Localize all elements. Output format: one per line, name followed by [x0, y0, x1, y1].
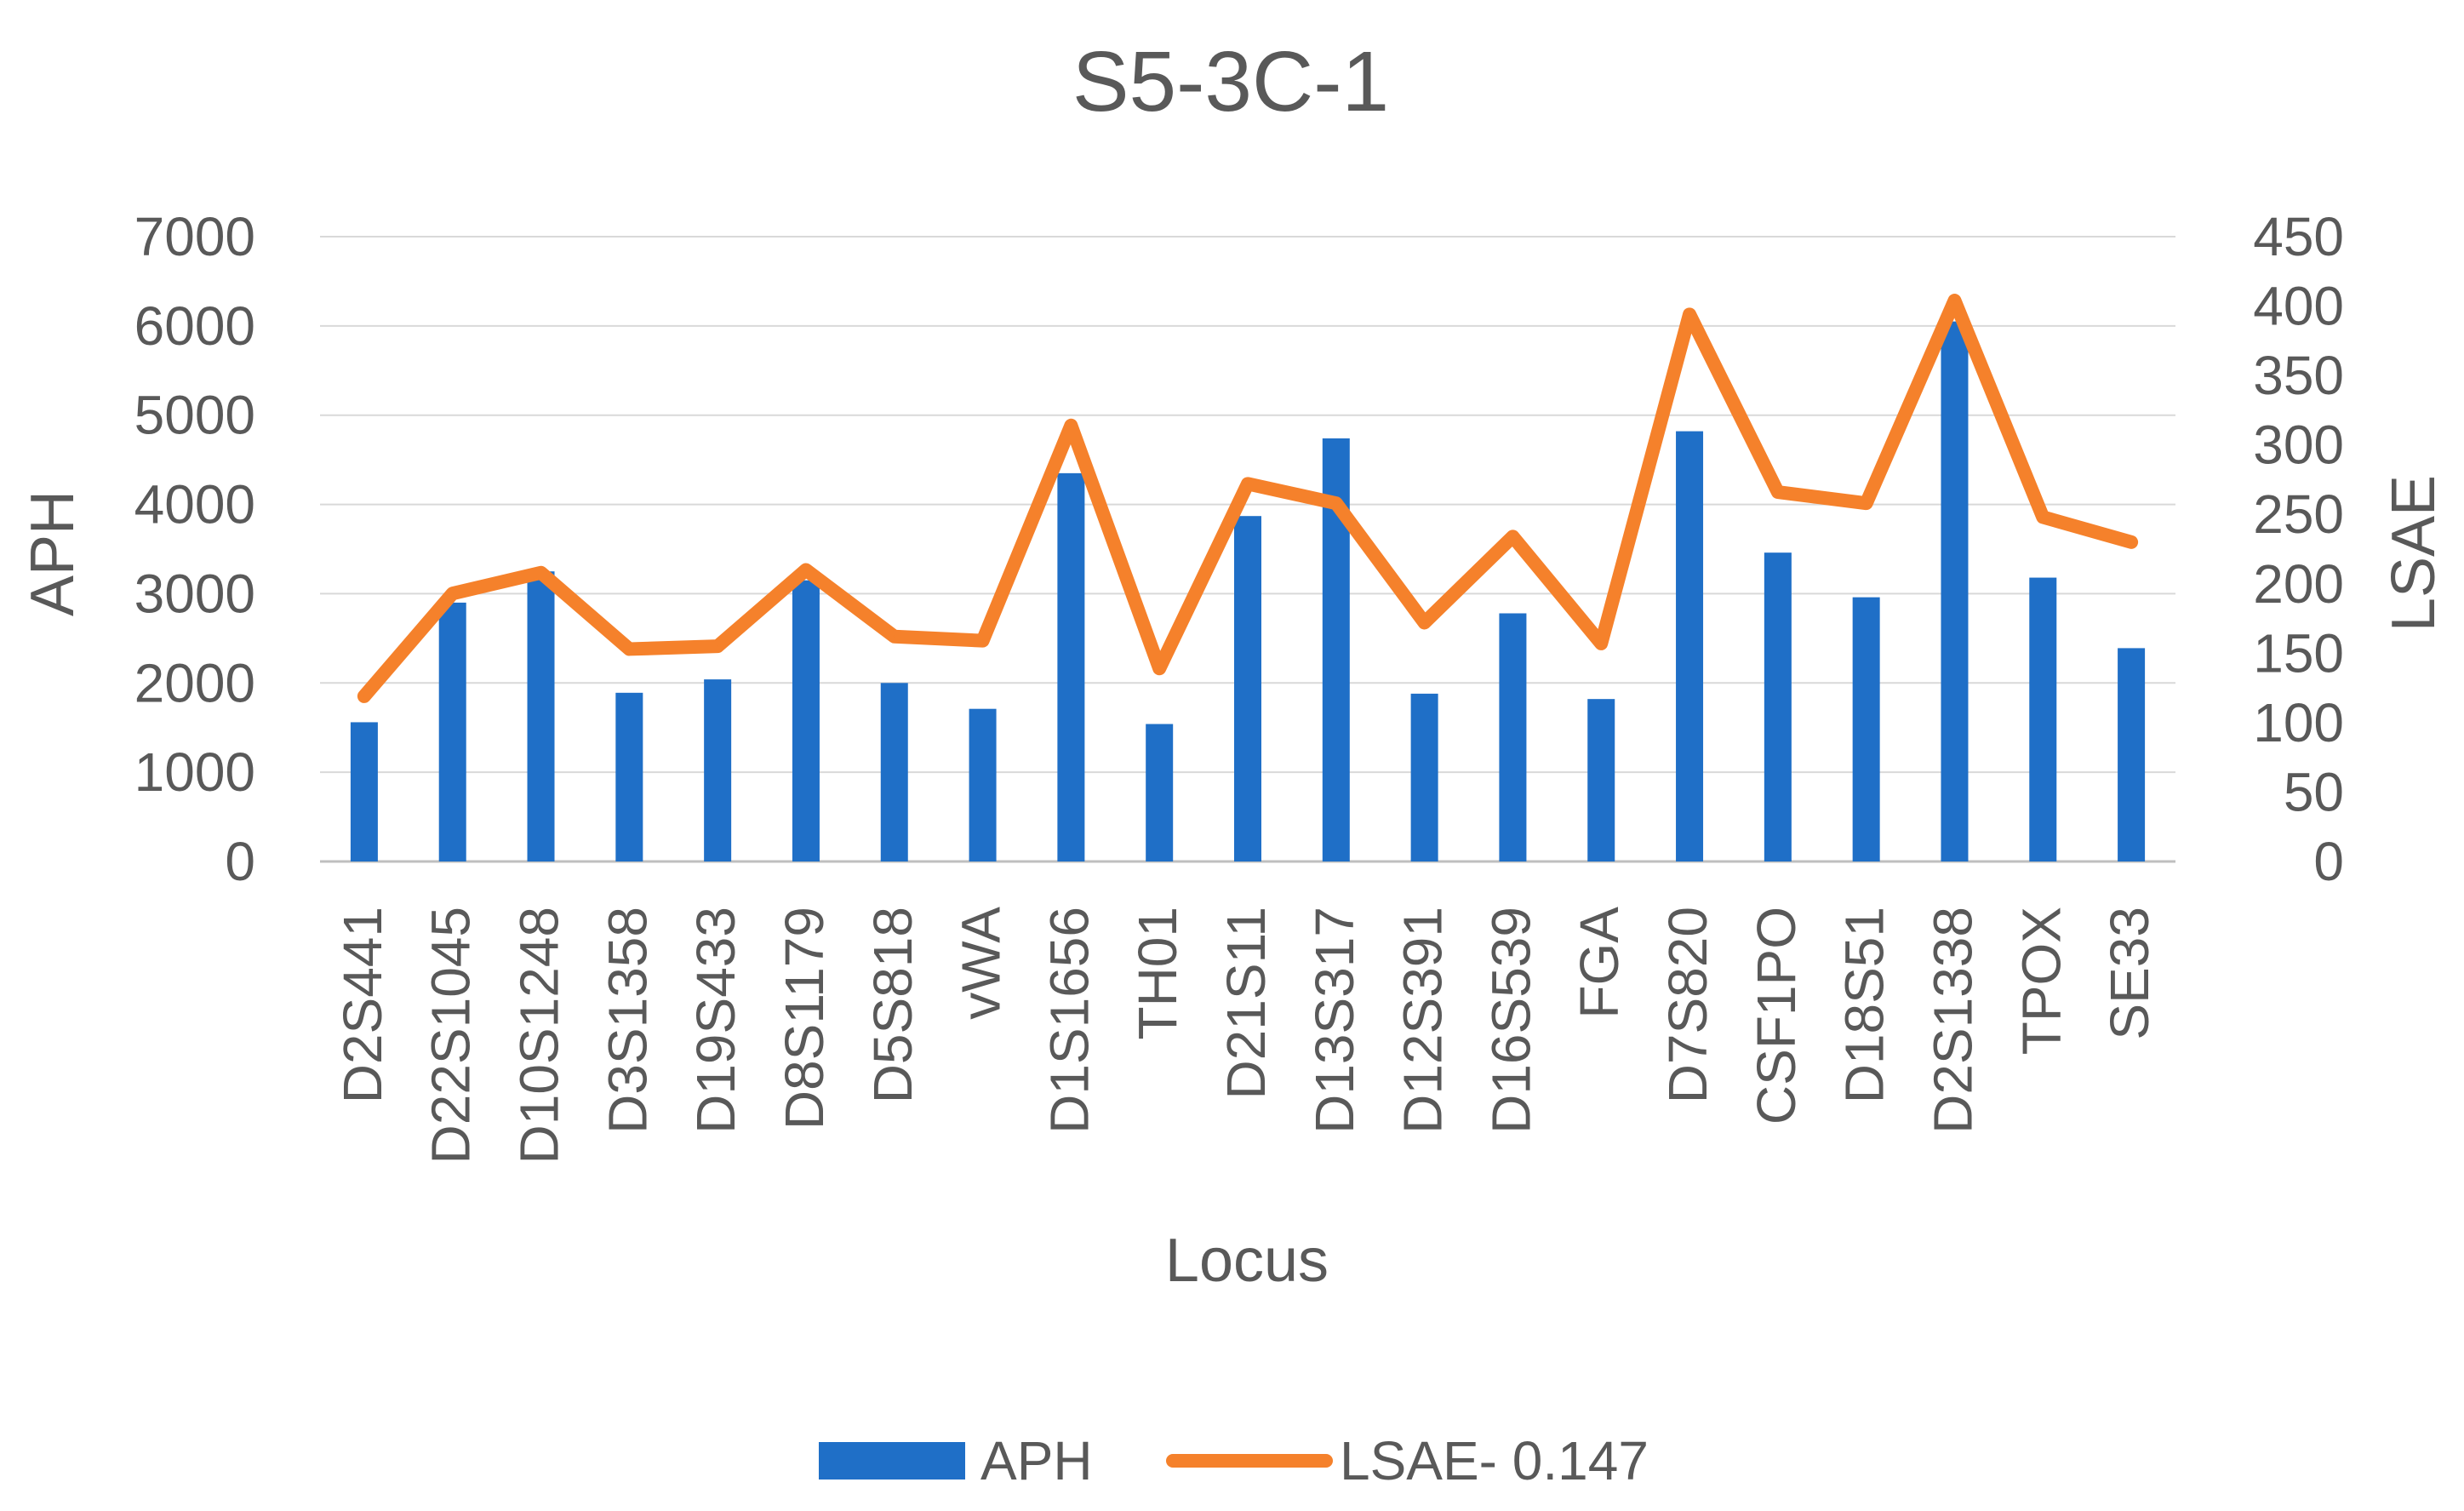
- lsae-point: [1247, 483, 1249, 485]
- x-tick-label: SE33: [2099, 907, 2160, 1040]
- aph-bar: [1941, 321, 1969, 862]
- right-tick-label: 450: [2253, 206, 2344, 267]
- left-axis-ticks: 0 1000 2000 3000 4000 5000 6000 7000: [134, 206, 255, 892]
- lsae-point: [893, 635, 895, 638]
- x-tick-label: D12S391: [1392, 907, 1454, 1134]
- aph-bar: [527, 571, 555, 861]
- legend-bar-label: APH: [980, 1430, 1093, 1491]
- left-tick-label: 1000: [134, 741, 255, 803]
- aph-bar: [704, 679, 732, 861]
- x-tick-label: D3S1358: [597, 907, 658, 1134]
- aph-bar: [1676, 431, 1704, 861]
- left-tick-label: 3000: [134, 563, 255, 624]
- aph-bar: [2029, 577, 2057, 861]
- aph-bar: [880, 683, 908, 861]
- right-tick-label: 300: [2253, 415, 2344, 476]
- x-tick-label: D18S51: [1834, 907, 1895, 1103]
- bar-series: [350, 321, 2146, 862]
- aph-bar: [1764, 552, 1792, 861]
- lsae-point: [1865, 502, 1867, 505]
- left-tick-label: 0: [225, 831, 255, 892]
- legend-line-label: LSAE- 0.147: [1340, 1430, 1649, 1491]
- right-tick-label: 0: [2313, 831, 2344, 892]
- lsae-point: [1070, 424, 1072, 426]
- aph-bar: [1234, 516, 1261, 861]
- lsae-point: [1776, 491, 1779, 494]
- x-axis-ticks: D2S441 D22S1045 D10S1248 D3S1358 D19S433 D8S1…: [332, 907, 2160, 1165]
- aph-bar: [615, 692, 643, 861]
- right-tick-label: 250: [2253, 484, 2344, 545]
- lsae-point: [451, 592, 454, 595]
- legend: APH LSAE- 0.147: [819, 1430, 1649, 1491]
- x-tick-label: D22S1045: [420, 907, 482, 1164]
- x-tick-label: TH01: [1127, 907, 1188, 1040]
- x-tick-label: FGA: [1569, 907, 1630, 1019]
- x-tick-label: D7S820: [1657, 907, 1718, 1103]
- lsae-point: [2042, 516, 2044, 518]
- left-tick-label: 6000: [134, 295, 255, 357]
- lsae-point: [1158, 667, 1161, 670]
- aph-bar: [438, 602, 466, 861]
- x-tick-label: D5S818: [862, 907, 923, 1103]
- x-tick-label: D8S1179: [774, 907, 835, 1130]
- lsae-point: [717, 645, 719, 648]
- x-tick-label: D2S1338: [1922, 907, 1983, 1134]
- x-tick-label: D13S317: [1304, 907, 1365, 1134]
- aph-bar: [1410, 693, 1438, 861]
- chart-title: S5-3C-1: [1072, 34, 1389, 129]
- y-axis-title: APH: [19, 490, 87, 616]
- lsae-point: [540, 571, 542, 574]
- x-axis-title: Locus: [1165, 1227, 1329, 1295]
- x-tick-label: D2S441: [332, 907, 393, 1103]
- right-tick-label: 200: [2253, 553, 2344, 615]
- lsae-point: [2130, 541, 2133, 543]
- right-tick-label: 400: [2253, 276, 2344, 337]
- lsae-point: [628, 648, 631, 650]
- aph-bar: [1852, 597, 1880, 861]
- aph-bar: [350, 722, 378, 861]
- lsae-point: [804, 569, 807, 571]
- aph-bar: [1146, 724, 1174, 861]
- aph-bar: [2118, 648, 2146, 861]
- right-tick-label: 350: [2253, 345, 2344, 406]
- x-tick-label: vWA: [951, 907, 1012, 1020]
- lsae-point: [1953, 300, 1956, 302]
- right-tick-label: 50: [2284, 761, 2344, 822]
- line-series: [357, 294, 2139, 703]
- x-tick-label: D1S1656: [1038, 907, 1100, 1134]
- legend-bar-swatch: [819, 1442, 965, 1480]
- x-tick-label: CSF1PO: [1746, 907, 1807, 1125]
- left-tick-label: 2000: [134, 652, 255, 713]
- left-tick-label: 5000: [134, 385, 255, 446]
- left-tick-label: 4000: [134, 474, 255, 535]
- x-tick-label: D16S539: [1480, 907, 1541, 1134]
- lsae-point: [1512, 535, 1514, 538]
- right-tick-label: 100: [2253, 692, 2344, 753]
- x-tick-label: D21S11: [1215, 907, 1277, 1100]
- lsae-point: [1335, 502, 1337, 505]
- lsae-point: [981, 639, 984, 642]
- right-axis-ticks: 0 50 100 150 200 250 300 350 400 450: [2253, 206, 2344, 892]
- x-tick-label: D19S433: [685, 907, 746, 1134]
- right-tick-label: 150: [2253, 622, 2344, 684]
- left-tick-label: 7000: [134, 206, 255, 267]
- aph-bar: [792, 580, 820, 861]
- aph-bar: [1587, 699, 1615, 861]
- aph-bar: [1057, 472, 1085, 861]
- lsae-point: [1600, 642, 1603, 644]
- y2-axis-title: LSAE: [2380, 475, 2448, 632]
- lsae-point: [1689, 313, 1691, 316]
- lsae-point: [363, 695, 365, 697]
- x-tick-label: D10S1248: [509, 907, 570, 1164]
- aph-bar: [1499, 613, 1527, 861]
- x-tick-label: TPOX: [2010, 907, 2072, 1055]
- lsae-point: [1423, 621, 1426, 624]
- aph-bar: [969, 708, 997, 861]
